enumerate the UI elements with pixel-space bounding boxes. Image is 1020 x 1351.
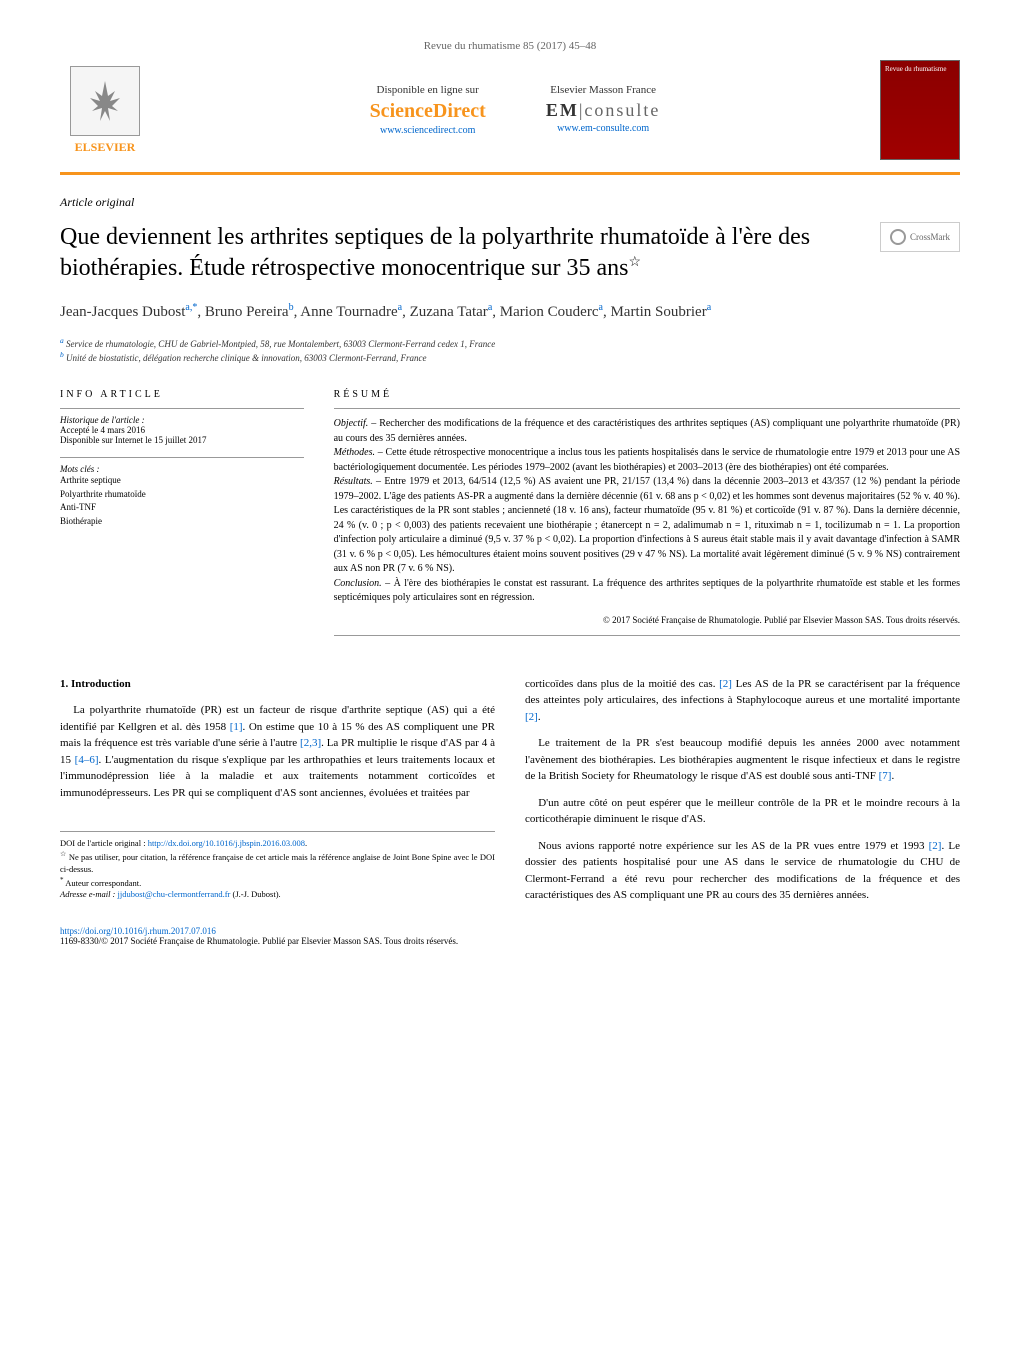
page-footer: https://doi.org/10.1016/j.rhum.2017.07.0… [60, 926, 960, 946]
article-doi[interactable]: https://doi.org/10.1016/j.rhum.2017.07.0… [60, 926, 960, 936]
sciencedirect-block[interactable]: Disponible en ligne sur ScienceDirect ww… [370, 84, 486, 136]
intro-paragraph-5: Nous avions rapporté notre expérience su… [525, 838, 960, 904]
em-label: Elsevier Masson France [546, 84, 661, 96]
body-column-left: 1. Introduction La polyarthrite rhumatoï… [60, 676, 495, 914]
conclusion-text: À l'ère des biothérapies le constat est … [334, 578, 960, 604]
ref-link[interactable]: [7] [879, 770, 892, 782]
body-column-right: corticoïdes dans plus de la moitié des c… [525, 676, 960, 914]
intro-paragraph-4: D'un autre côté on peut espérer que le m… [525, 795, 960, 828]
abstract-column: résumé Objectif. – Rechercher des modifi… [334, 389, 960, 636]
authors-list: Jean-Jacques Dubosta,*, Bruno Pereirab, … [60, 300, 960, 324]
ref-link[interactable]: [1] [230, 721, 243, 733]
accepted-date: Accepté le 4 mars 2016 [60, 425, 304, 435]
keywords-list: Arthrite septiquePolyarthrite rhumatoïde… [60, 474, 304, 528]
sd-url[interactable]: www.sciencedirect.com [370, 125, 486, 136]
footer-issn-copyright: 1169-8330/© 2017 Société Française de Rh… [60, 936, 960, 946]
info-heading: info article [60, 389, 304, 400]
objectif-label: Objectif. – [334, 418, 377, 429]
em-url[interactable]: www.em-consulte.com [546, 123, 661, 134]
crossmark-icon [890, 229, 906, 245]
article-title: Que deviennent les arthrites septiques d… [60, 222, 860, 284]
sd-label: Disponible en ligne sur [370, 84, 486, 96]
star-note: Ne pas utiliser, pour citation, la référ… [60, 852, 495, 874]
ref-link[interactable]: [2] [719, 678, 732, 690]
abstract-heading: résumé [334, 389, 960, 400]
sd-logo: ScienceDirect [370, 100, 486, 123]
intro-paragraph-1: La polyarthrite rhumatoïde (PR) est un f… [60, 702, 495, 801]
header-links: Disponible en ligne sur ScienceDirect ww… [150, 84, 880, 136]
corresp-note: Auteur correspondant. [65, 877, 141, 887]
emconsulte-block[interactable]: Elsevier Masson France EM|consulte www.e… [546, 84, 661, 136]
article-info-column: info article Historique de l'article : A… [60, 389, 304, 636]
history-label: Historique de l'article : [60, 415, 304, 425]
ref-link[interactable]: [4–6] [75, 754, 99, 766]
methodes-text: Cette étude rétrospective monocentrique … [334, 447, 960, 473]
ref-link[interactable]: [2] [525, 711, 538, 723]
doi-orig-label: DOI de l'article original : [60, 838, 146, 848]
header-bar: ELSEVIER Disponible en ligne sur Science… [60, 60, 960, 175]
ref-link[interactable]: [2] [929, 840, 942, 852]
online-date: Disponible sur Internet le 15 juillet 20… [60, 435, 304, 445]
corresp-email[interactable]: jjdubost@chu-clermontferrand.fr [118, 889, 231, 899]
keywords-label: Mots clés : [60, 464, 304, 474]
affiliations: a Service de rhumatologie, CHU de Gabrie… [60, 336, 960, 365]
ref-link[interactable]: [2,3] [300, 737, 321, 749]
resultats-text: Entre 1979 et 2013, 64/514 (12,5 %) AS a… [334, 476, 960, 574]
doi-orig-link[interactable]: http://dx.doi.org/10.1016/j.jbspin.2016.… [148, 838, 305, 848]
resultats-label: Résultats. – [334, 476, 381, 487]
cover-title: Revue du rhumatisme [885, 65, 946, 73]
crossmark-badge[interactable]: CrossMark [880, 222, 960, 252]
elsevier-tree-icon [70, 66, 140, 136]
journal-cover-thumbnail[interactable]: Revue du rhumatisme [880, 60, 960, 160]
intro-paragraph-3: Le traitement de la PR s'est beaucoup mo… [525, 735, 960, 785]
abstract-copyright: © 2017 Société Française de Rhumatologie… [334, 614, 960, 636]
methodes-label: Méthodes. – [334, 447, 383, 458]
objectif-text: Rechercher des modifications de la fréqu… [334, 418, 960, 444]
email-label: Adresse e-mail : [60, 889, 115, 899]
intro-paragraph-2: corticoïdes dans plus de la moitié des c… [525, 676, 960, 726]
elsevier-text: ELSEVIER [75, 140, 136, 155]
journal-citation: Revue du rhumatisme 85 (2017) 45–48 [60, 40, 960, 52]
footnotes: DOI de l'article original : http://dx.do… [60, 831, 495, 901]
elsevier-logo[interactable]: ELSEVIER [60, 66, 150, 155]
article-type: Article original [60, 195, 960, 210]
em-logo: EM|consulte [546, 100, 661, 121]
intro-heading: 1. Introduction [60, 676, 495, 693]
email-author: (J.-J. Dubost). [233, 889, 281, 899]
conclusion-label: Conclusion. – [334, 578, 391, 589]
